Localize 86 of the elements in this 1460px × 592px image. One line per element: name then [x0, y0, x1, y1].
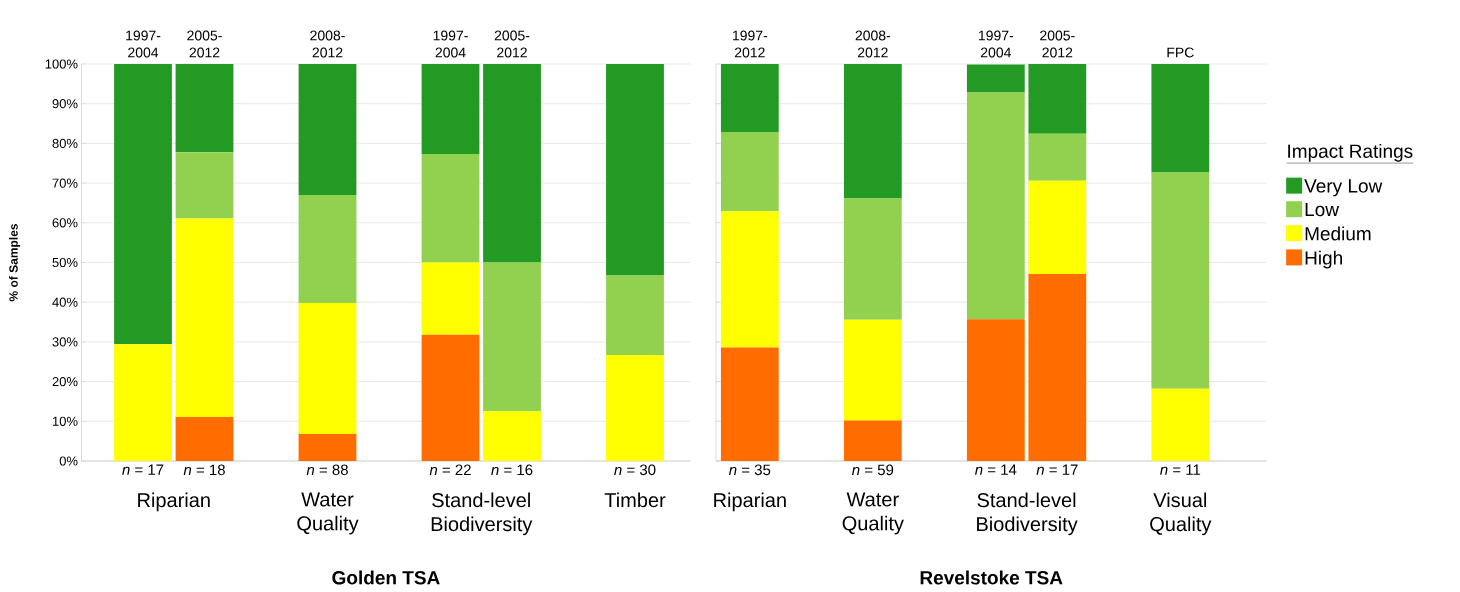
- x-tick-label: n = 35: [729, 464, 771, 476]
- text: 1997-2012: [732, 30, 768, 58]
- y-tick-label: 40%: [52, 297, 78, 307]
- bar: [298, 195, 357, 303]
- bar: [421, 334, 480, 461]
- bar: [421, 64, 480, 155]
- legend-title: Impact Ratings: [1288, 143, 1413, 162]
- legend-label: Low: [1305, 202, 1340, 217]
- x-tick-label: n = 88: [306, 464, 348, 476]
- y-tick-label: 50%: [52, 257, 78, 268]
- bar: [606, 64, 664, 276]
- text: 2005-2012: [187, 30, 222, 58]
- y-tick-label: 70%: [52, 178, 78, 188]
- text: Stand-level Biodiversity: [977, 492, 1078, 536]
- bar: [1028, 133, 1087, 181]
- text: 1997-2004: [433, 30, 468, 58]
- bar: [720, 347, 779, 461]
- x-axis-title: Revelstoke TSA: [920, 570, 1063, 585]
- text: Riparian: [714, 492, 786, 512]
- x-tick-label: n = 17: [1036, 464, 1078, 475]
- x-axis-title: Golden TSA: [332, 570, 440, 585]
- bar: [421, 154, 480, 263]
- bar: [966, 64, 1025, 93]
- bar: [606, 354, 664, 461]
- bar: [483, 64, 541, 263]
- bar: [966, 319, 1025, 461]
- x-tick-label: n = 18: [183, 464, 225, 476]
- bar: [843, 420, 902, 461]
- bar: [720, 211, 779, 348]
- bar: [1028, 180, 1087, 274]
- bar: [298, 302, 357, 434]
- bar: [1028, 64, 1087, 134]
- text: 1997-2004: [126, 30, 161, 58]
- y-tick-label: 60%: [52, 218, 78, 228]
- bar: [1151, 388, 1210, 461]
- text: Visual Quality: [1150, 492, 1212, 536]
- text: 2005-2012: [1040, 30, 1075, 58]
- text: Riparian: [138, 492, 210, 512]
- text: Water Quality: [297, 492, 359, 535]
- text: Stand-level Biodiversity: [431, 492, 533, 536]
- text: 2008-2012: [310, 30, 345, 58]
- x-tick-label: n = 11: [1160, 464, 1201, 475]
- bar: [175, 152, 234, 219]
- bar: [483, 262, 541, 412]
- x-tick-label: n = 17: [122, 464, 164, 475]
- x-tick-label: n = 59: [852, 464, 894, 476]
- bar: [843, 198, 902, 320]
- x-tick-label: n = 14: [975, 464, 1017, 475]
- bar: [966, 92, 1025, 320]
- text: 2005-2012: [494, 30, 530, 58]
- y-axis-title: % of Samples: [8, 223, 21, 302]
- text: FPC: [1167, 47, 1194, 58]
- legend-label: High: [1305, 250, 1342, 269]
- bar: [1151, 172, 1210, 389]
- y-tick-label: 0%: [59, 456, 78, 466]
- text: 1997-2004: [978, 30, 1014, 58]
- x-tick-label: n = 16: [491, 464, 533, 476]
- bar: [298, 433, 357, 461]
- bar: [843, 319, 902, 421]
- bar: [114, 64, 172, 345]
- bar: [114, 344, 172, 461]
- legend-label: Medium: [1305, 226, 1371, 241]
- bar: [1028, 274, 1087, 461]
- text: 2008-2012: [855, 30, 891, 58]
- bar: [720, 131, 779, 212]
- text: Water Quality: [842, 492, 904, 535]
- y-tick-label: 30%: [52, 337, 78, 347]
- x-tick-label: n = 22: [429, 464, 471, 475]
- legend-label: Very Low: [1304, 179, 1383, 197]
- text: Timber: [604, 492, 666, 508]
- y-tick-label: 10%: [52, 416, 78, 426]
- bar: [421, 262, 480, 335]
- bar: [175, 416, 234, 461]
- y-tick-label: 80%: [52, 138, 78, 148]
- y-tick-label: 20%: [52, 376, 78, 387]
- bar: [298, 64, 357, 195]
- bar: [606, 275, 664, 355]
- bar: [1151, 64, 1210, 173]
- bar: [720, 64, 779, 132]
- y-tick-label: 100%: [45, 59, 78, 69]
- bar: [175, 218, 234, 417]
- bar: [843, 64, 902, 199]
- bar: [483, 411, 541, 461]
- y-tick-label: 90%: [52, 99, 78, 109]
- x-tick-label: n = 30: [614, 464, 656, 476]
- bar: [175, 64, 234, 153]
